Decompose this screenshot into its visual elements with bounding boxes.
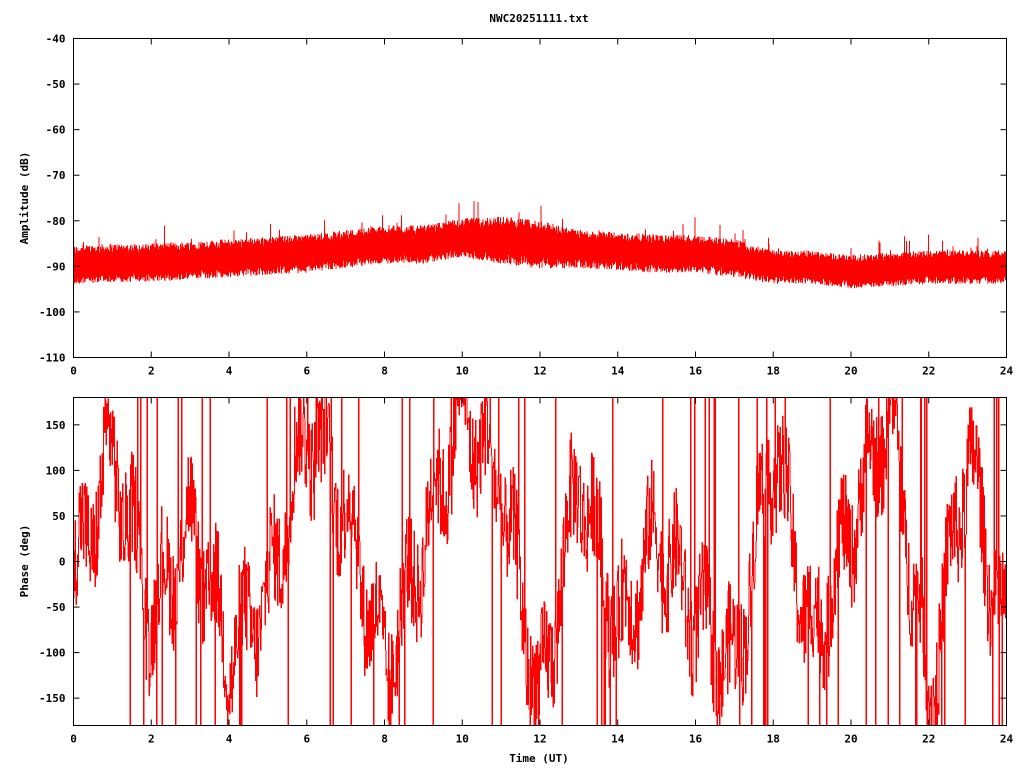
x-tick-label: 22 bbox=[922, 733, 935, 746]
amplitude-y-axis-label: Amplitude (dB) bbox=[18, 152, 31, 245]
plot-frame bbox=[73, 38, 1007, 358]
y-tick-label: 100 bbox=[46, 464, 66, 477]
x-tick-label: 20 bbox=[844, 365, 857, 378]
y-tick-label: -40 bbox=[46, 33, 66, 46]
x-tick-label: 12 bbox=[533, 733, 546, 746]
y-tick-label: 50 bbox=[52, 510, 65, 523]
x-tick-label: 6 bbox=[303, 733, 310, 746]
y-tick-label: -90 bbox=[46, 260, 66, 273]
x-tick-label: 14 bbox=[611, 733, 625, 746]
x-tick-label: 2 bbox=[148, 365, 155, 378]
x-tick-label: 10 bbox=[456, 733, 469, 746]
y-tick-label: -80 bbox=[46, 215, 66, 228]
x-tick-label: 14 bbox=[611, 365, 625, 378]
x-tick-label: 16 bbox=[689, 733, 703, 746]
y-tick-label: -50 bbox=[46, 78, 66, 91]
x-tick-label: 8 bbox=[381, 365, 388, 378]
x-tick-label: 16 bbox=[689, 365, 703, 378]
x-tick-label: 10 bbox=[456, 365, 469, 378]
y-tick-label: 150 bbox=[46, 419, 66, 432]
phase-y-axis-label: Phase (deg) bbox=[18, 525, 31, 598]
y-tick-label: 0 bbox=[59, 556, 66, 569]
x-tick-label: 24 bbox=[1000, 365, 1014, 378]
phase-panel: 0 2 4 6 8 10 12 14 16 18 20 22 24150100500-50-100-15… bbox=[39, 397, 1014, 746]
y-tick-label: -150 bbox=[39, 692, 66, 705]
y-tick-label: -100 bbox=[39, 647, 66, 660]
x-tick-label: 4 bbox=[226, 365, 233, 378]
x-tick-label: 4 bbox=[226, 733, 233, 746]
y-tick-label: -100 bbox=[39, 306, 66, 319]
x-tick-label: 22 bbox=[922, 365, 935, 378]
x-tick-label: 20 bbox=[844, 733, 857, 746]
x-tick-label: 12 bbox=[533, 365, 546, 378]
x-tick-label: 18 bbox=[767, 733, 780, 746]
y-tick-label: -50 bbox=[46, 601, 66, 614]
y-tick-label: -70 bbox=[46, 169, 66, 182]
x-tick-label: 2 bbox=[148, 733, 155, 746]
x-axis-label: Time (UT) bbox=[509, 752, 569, 765]
phase-series bbox=[73, 397, 1007, 726]
chart-title: NWC20251111.txt bbox=[489, 12, 588, 25]
x-tick-label: 6 bbox=[303, 365, 310, 378]
amplitude-panel: 0 2 4 6 8 10 12 14 16 18 20 22 24-40-50-60-70-80-90-… bbox=[39, 33, 1013, 378]
y-tick-label: -60 bbox=[46, 124, 66, 137]
x-tick-label: 0 bbox=[70, 365, 77, 378]
x-tick-label: 18 bbox=[767, 365, 780, 378]
x-tick-label: 8 bbox=[381, 733, 388, 746]
x-tick-label: 24 bbox=[1000, 733, 1014, 746]
x-tick-label: 0 bbox=[70, 733, 77, 746]
y-tick-label: -110 bbox=[39, 352, 66, 365]
amplitude-series bbox=[73, 200, 1007, 289]
